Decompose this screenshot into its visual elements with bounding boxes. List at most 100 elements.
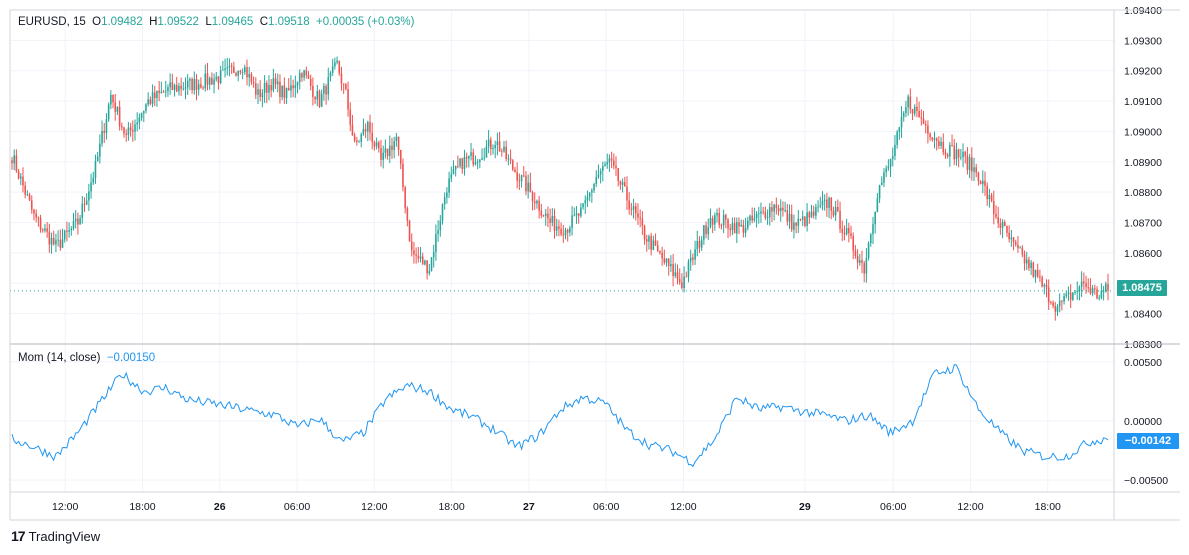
candle-up [494, 145, 497, 149]
candle-down [347, 89, 349, 110]
candle-up [940, 141, 942, 146]
candle-down [217, 76, 220, 83]
candle-up [105, 119, 108, 133]
candle-up [694, 249, 696, 260]
candle-down [279, 81, 281, 98]
candle-down [235, 72, 237, 76]
candle-down [518, 180, 521, 182]
candle-up [452, 169, 455, 175]
momentum-line [11, 364, 1109, 468]
candle-up [393, 141, 395, 151]
candle-down [538, 200, 540, 211]
candle-down [41, 229, 44, 231]
candle-down [417, 255, 420, 259]
candle-down [1021, 247, 1024, 255]
candle-up [303, 70, 305, 78]
candle-down [529, 182, 532, 193]
candle-down [129, 127, 132, 131]
candle-up [481, 158, 483, 160]
candle-down [30, 200, 33, 210]
candle-down [33, 209, 35, 214]
momentum-legend-value: −0.00150 [106, 352, 156, 364]
candle-up [687, 261, 690, 277]
candle-down [118, 107, 121, 127]
candle-down [369, 121, 371, 133]
candle-down [1083, 281, 1085, 284]
symbol-legend[interactable]: EURUSD, 15 O1.09482 H1.09522 L1.09465 C1… [18, 16, 415, 28]
candle-down [230, 65, 233, 67]
candle-up [689, 257, 692, 262]
price-tick-label: 1.09000 [1124, 126, 1162, 138]
candle-up [1098, 297, 1101, 299]
candle-down [1094, 288, 1096, 290]
candle-up [584, 200, 587, 204]
candle-up [26, 194, 29, 196]
candle-up [127, 127, 130, 136]
candle-up [63, 230, 66, 240]
candle-down [505, 146, 507, 159]
candle-down [946, 154, 949, 157]
candle-down [986, 186, 988, 200]
candle-up [145, 104, 147, 111]
candle-up [13, 155, 15, 164]
candle-down [356, 140, 358, 143]
candle-down [992, 201, 995, 214]
candle-down [626, 186, 628, 201]
candle-down [775, 204, 778, 209]
candle-up [463, 156, 466, 170]
candle-down [615, 165, 617, 169]
candle-up [167, 87, 169, 92]
candle-down [661, 252, 663, 259]
candle-down [1003, 222, 1006, 227]
candle-down [808, 212, 811, 218]
candle-down [312, 85, 314, 97]
candle-down [511, 160, 514, 170]
candle-down [676, 272, 679, 279]
candle-up [193, 78, 196, 91]
candle-up [797, 218, 800, 226]
candle-down [634, 206, 637, 214]
time-tick-label: 12:00 [361, 501, 387, 513]
candle-down [1052, 302, 1054, 307]
candle-down [211, 77, 213, 85]
candle-down [782, 207, 784, 211]
candle-up [419, 256, 422, 259]
candle-down [990, 195, 993, 202]
candle-up [147, 99, 149, 105]
candle-down [345, 83, 347, 90]
momentum-legend[interactable]: Mom (14, close) −0.00150 [18, 352, 155, 364]
candle-down [979, 181, 982, 185]
candle-down [681, 282, 683, 289]
candle-up [454, 166, 457, 170]
candle-up [248, 74, 251, 78]
candle-down [17, 171, 20, 179]
candle-up [1100, 291, 1103, 298]
candle-up [707, 227, 710, 235]
candle-up [551, 215, 554, 223]
momentum-tick-label: 0.00000 [1124, 416, 1162, 428]
candle-up [50, 237, 53, 245]
candle-down [125, 133, 128, 136]
candle-up [169, 82, 171, 88]
legend-change: +0.00035 (+0.03%) [316, 16, 415, 28]
momentum-series [11, 364, 1109, 468]
price-tick-label: 1.09100 [1124, 96, 1162, 108]
candle-down [490, 139, 492, 150]
candle-down [711, 218, 714, 225]
candle-up [793, 222, 795, 230]
candle-up [714, 215, 716, 225]
candle-up [580, 207, 582, 216]
candle-down [856, 255, 859, 263]
candle-down [1045, 284, 1048, 288]
candle-down [342, 83, 345, 85]
candle-down [325, 86, 327, 95]
candle-up [821, 200, 824, 206]
candle-down [514, 169, 516, 173]
candle-up [424, 260, 426, 265]
candle-down [180, 85, 182, 89]
candle-down [558, 226, 560, 229]
candle-down [619, 180, 622, 185]
price-tick-label: 1.08600 [1124, 248, 1162, 260]
tradingview-logo[interactable]: 17 TradingView [11, 528, 100, 544]
